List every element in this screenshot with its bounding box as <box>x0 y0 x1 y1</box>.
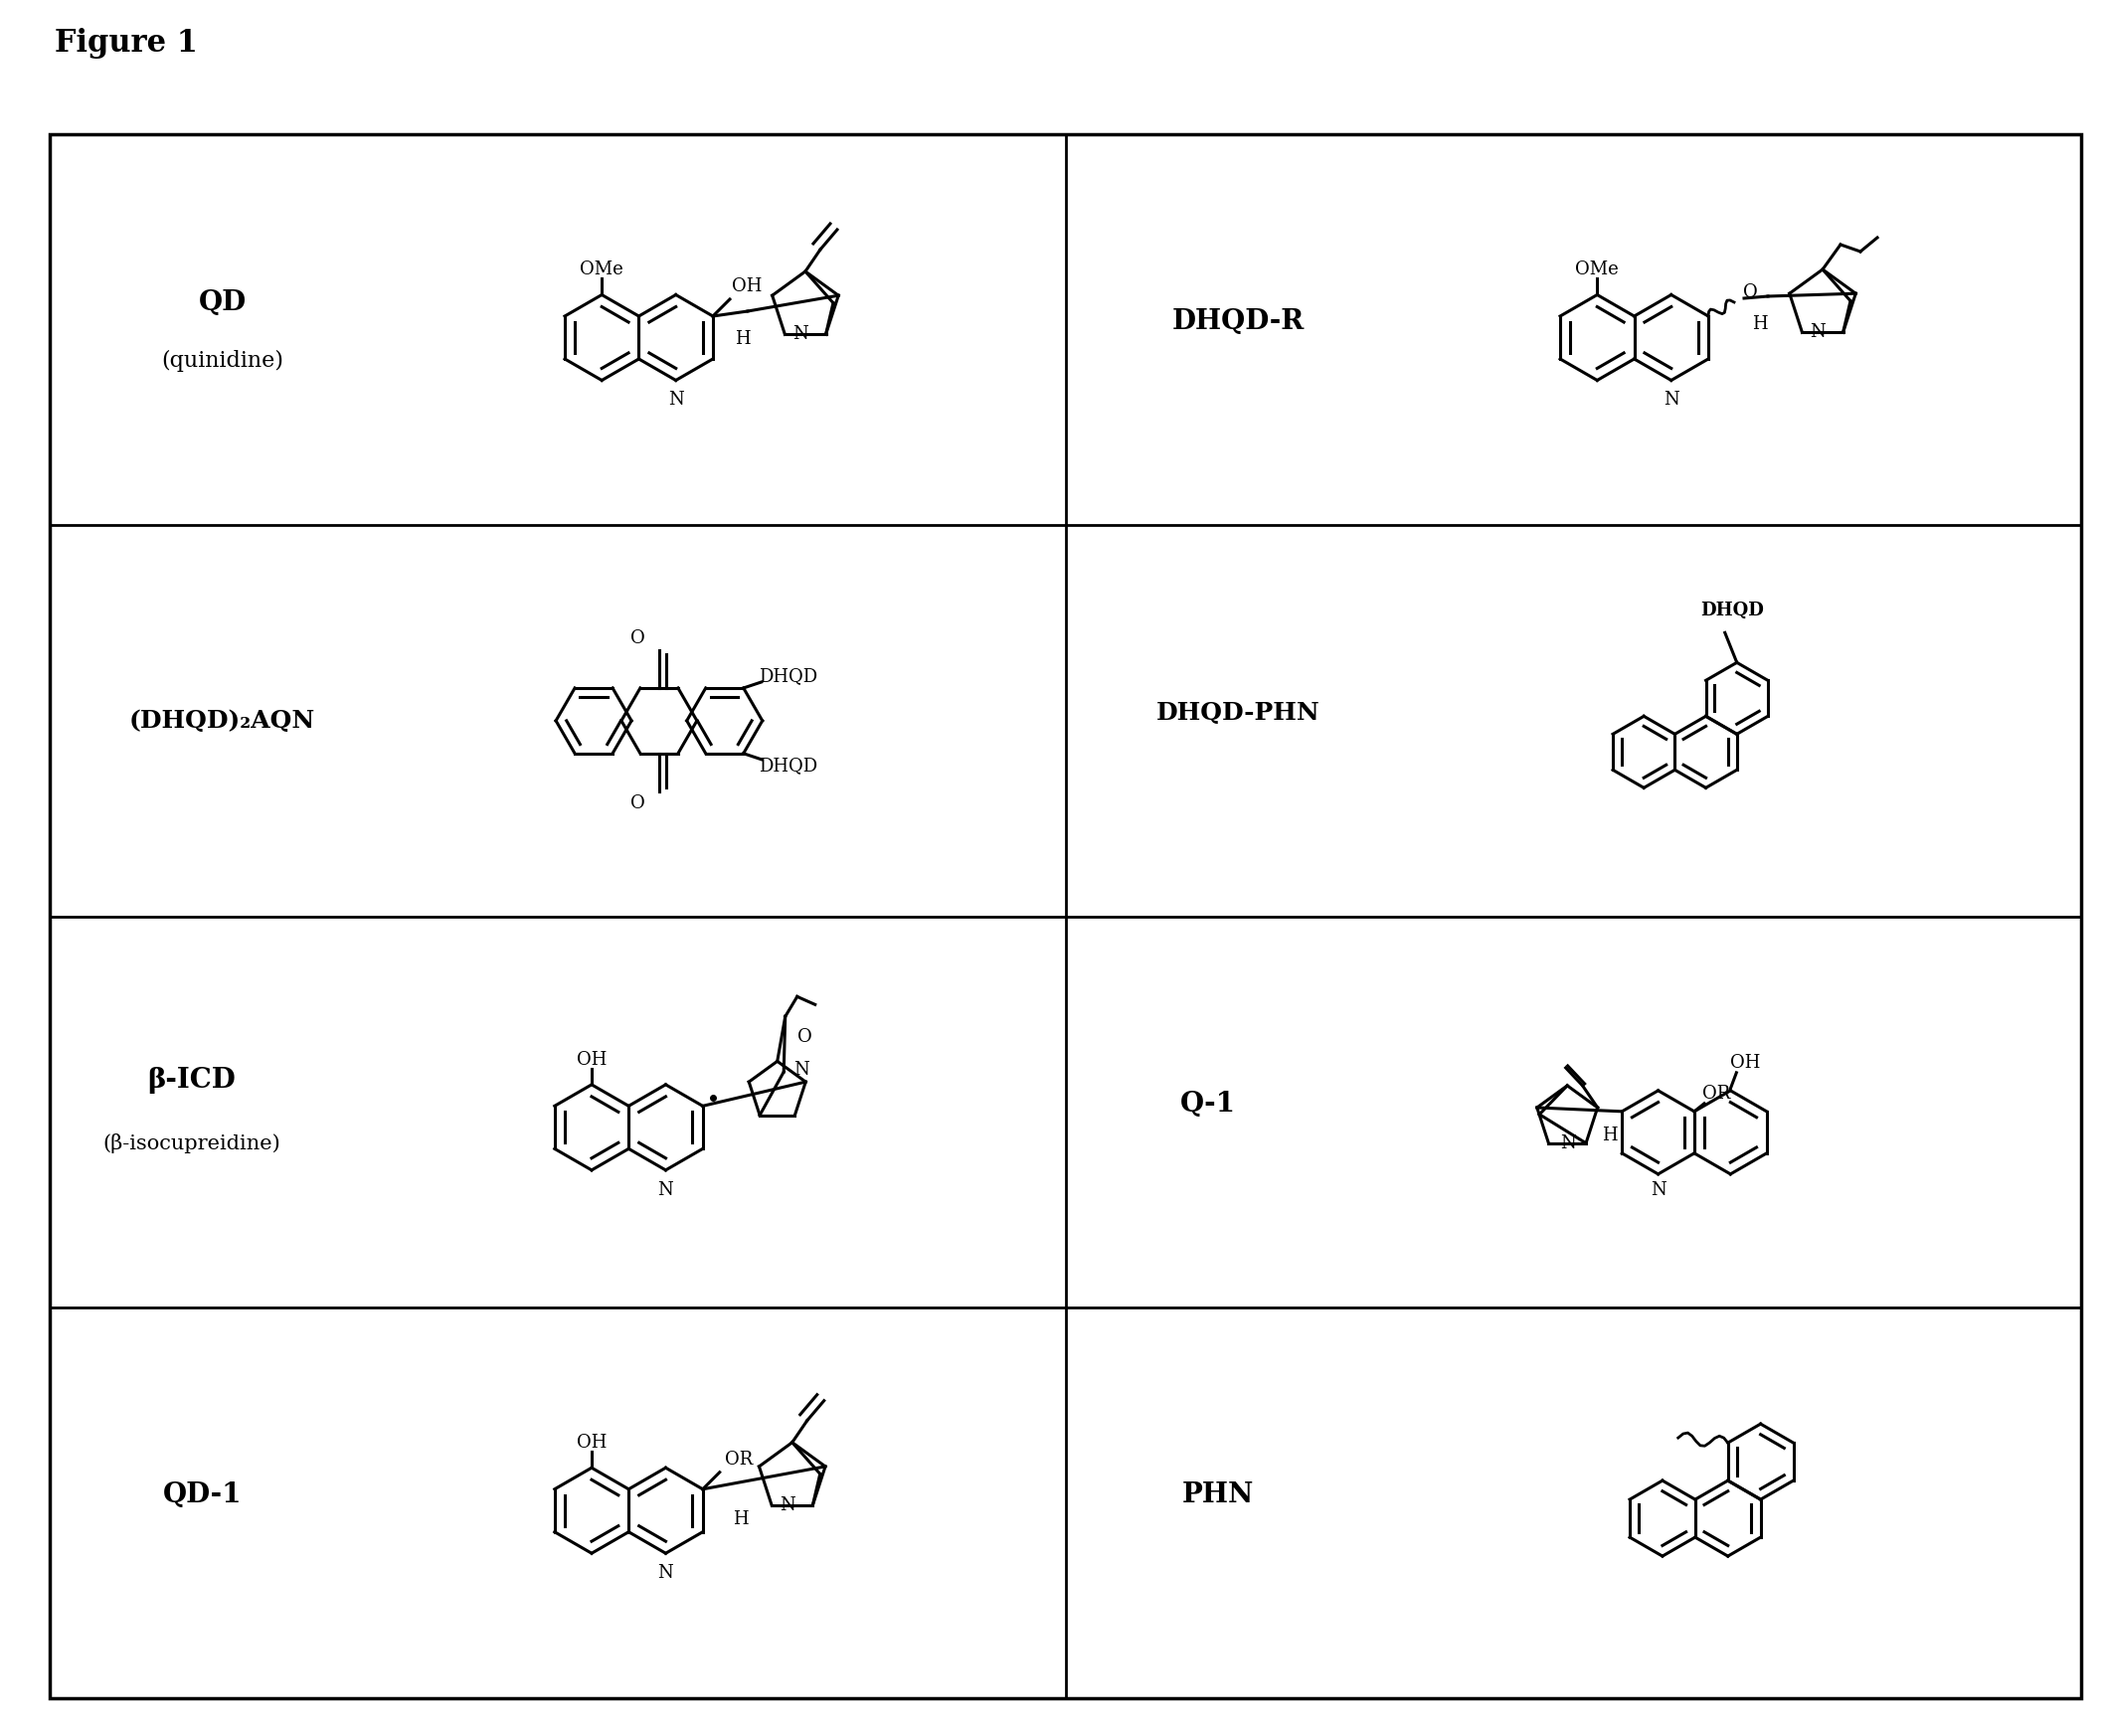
Text: OMe: OMe <box>580 260 625 279</box>
Text: N: N <box>793 325 810 344</box>
Text: H: H <box>1602 1127 1617 1144</box>
Text: OH: OH <box>576 1434 608 1451</box>
Text: N: N <box>1560 1134 1575 1153</box>
Text: N: N <box>793 1061 810 1078</box>
Text: Figure 1: Figure 1 <box>55 28 198 59</box>
Text: QD-1: QD-1 <box>162 1481 242 1509</box>
Text: OH: OH <box>732 278 761 295</box>
Text: QD: QD <box>198 288 246 316</box>
Text: H: H <box>732 1510 749 1528</box>
Text: N: N <box>658 1564 673 1581</box>
Text: DHQD-PHN: DHQD-PHN <box>1157 701 1321 726</box>
Text: N: N <box>780 1496 795 1514</box>
Text: H: H <box>734 330 751 347</box>
Text: (quinidine): (quinidine) <box>162 351 284 372</box>
Text: OR: OR <box>1701 1085 1731 1102</box>
Text: β-ICD: β-ICD <box>147 1068 236 1094</box>
Text: OMe: OMe <box>1575 260 1619 279</box>
Text: N: N <box>658 1180 673 1200</box>
Text: O: O <box>631 630 646 648</box>
Text: DHQD: DHQD <box>759 757 818 774</box>
Text: OR: OR <box>723 1450 753 1469</box>
Text: (β-isocupreidine): (β-isocupreidine) <box>103 1134 282 1153</box>
Text: Q-1: Q-1 <box>1180 1090 1234 1118</box>
Text: OH: OH <box>1731 1054 1760 1071</box>
Text: (DHQD)₂AQN: (DHQD)₂AQN <box>128 708 315 733</box>
Text: H: H <box>1752 316 1769 333</box>
Text: N: N <box>669 391 683 410</box>
Text: OH: OH <box>576 1050 608 1069</box>
Text: DHQD: DHQD <box>1699 602 1764 620</box>
Text: DHQD-R: DHQD-R <box>1171 309 1304 335</box>
Text: PHN: PHN <box>1182 1481 1253 1509</box>
Text: N: N <box>1663 391 1678 410</box>
Text: O: O <box>1743 283 1758 302</box>
Text: O: O <box>797 1028 812 1045</box>
Text: DHQD: DHQD <box>759 667 818 686</box>
Text: N: N <box>1811 323 1825 342</box>
Text: O: O <box>631 793 646 812</box>
Text: N: N <box>1651 1180 1666 1200</box>
